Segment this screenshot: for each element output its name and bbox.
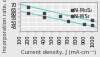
Ni-WS₂ [68, 21, 69, 22]
Ni-MoS₂ [60, 16, 61, 17]
Ni-MoS₂ [43, 13, 45, 14]
Ni-WS₂ [84, 24, 85, 25]
Ni-MoS₂ [27, 7, 29, 8]
Y-axis label: Incorporation rate, αv (%): Incorporation rate, αv (%) [4, 0, 8, 51]
Legend: Ni-MoS₂, Ni-WS₂: Ni-MoS₂, Ni-WS₂ [70, 7, 94, 20]
Ni-WS₂ [43, 17, 45, 18]
Ni-WS₂ [92, 25, 93, 26]
X-axis label: Current density, J (mA·cm⁻²): Current density, J (mA·cm⁻²) [21, 49, 96, 54]
Ni-WS₂ [27, 13, 29, 14]
Ni-MoS₂ [92, 20, 93, 21]
